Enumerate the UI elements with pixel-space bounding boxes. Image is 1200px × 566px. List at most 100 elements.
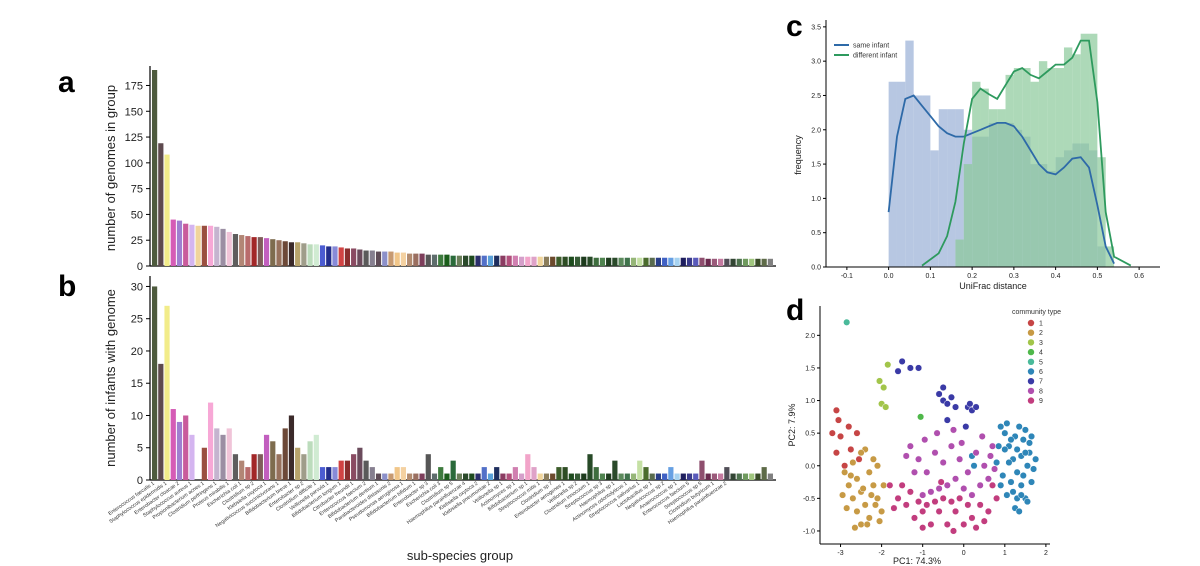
panel-a-bar xyxy=(550,256,556,266)
panel-a-bar xyxy=(649,257,655,266)
panel-a-bar xyxy=(674,257,680,266)
panel-c-hist-bar xyxy=(1097,157,1106,267)
panel-d-point-type-6 xyxy=(1013,445,1021,454)
panel-d-point-type-6 xyxy=(1025,439,1034,447)
panel-a-bar xyxy=(543,256,550,266)
panel-a-bar xyxy=(425,254,431,266)
panel-b-bar xyxy=(282,428,288,480)
panel-b-bar xyxy=(531,467,537,480)
legend-label-type-1: 1 xyxy=(1039,321,1043,328)
panel-d-point-type-9 xyxy=(915,498,923,506)
panel-c-hist-bar xyxy=(980,88,989,267)
panel-d-point-type-6 xyxy=(1027,478,1036,486)
panel-d-point-type-6 xyxy=(1001,445,1009,454)
panel-d-point-type-9 xyxy=(984,507,992,515)
panel-b-bar xyxy=(338,460,344,480)
panel-d-point-type-2 xyxy=(876,517,884,525)
panel-b-bar xyxy=(183,415,189,480)
panel-b-bar xyxy=(556,467,562,480)
panel-a-bar xyxy=(369,250,375,266)
panel-d-point-type-2 xyxy=(839,491,847,499)
legend-swatch-type-8 xyxy=(1027,387,1035,395)
panel-d-point-type-2 xyxy=(880,481,888,489)
panel-c: c frequency -0.1 0.0 0.1 0.2 0.3 0.4 0.5 0.6 0.0… xyxy=(786,10,1160,291)
panel-b-bar xyxy=(686,473,693,480)
panel-d-point-type-1 xyxy=(832,406,840,414)
panel-c-hist-bar xyxy=(988,109,998,267)
panel-b-bar xyxy=(705,473,711,480)
panel-c-hist-bar xyxy=(1022,68,1031,268)
panel-c-y-tick-label: 1.5 xyxy=(811,162,821,169)
panel-d-point-type-8 xyxy=(976,481,984,489)
panel-a-bar xyxy=(749,258,755,266)
panel-b-bar xyxy=(214,428,220,480)
panel-b-bar xyxy=(425,454,431,480)
panel-d-point-type-9 xyxy=(919,507,927,515)
legend-label-type-9: 9 xyxy=(1039,398,1043,405)
panel-d-point-type-5 xyxy=(843,318,851,326)
panel-c-hist-bar xyxy=(997,109,1006,267)
legend-swatch-type-5 xyxy=(1027,358,1035,365)
panel-d-point-type-2 xyxy=(871,501,879,509)
panel-d-point-type-9 xyxy=(988,481,997,489)
panel-a-bar xyxy=(481,255,487,266)
panel-d-point-type-6 xyxy=(1007,478,1015,486)
panel-b-bar xyxy=(581,473,587,480)
panel-a-bar xyxy=(257,237,263,266)
panel-d-point-type-2 xyxy=(865,514,873,522)
panel-d-point-type-9 xyxy=(931,498,939,506)
legend-label-type-7: 7 xyxy=(1039,379,1043,386)
panel-b-bar xyxy=(724,467,730,480)
panel-a-bar xyxy=(319,245,326,266)
panel-a-bar xyxy=(158,143,164,266)
panel-d-point-type-8 xyxy=(935,485,943,493)
panel-d-point-type-8 xyxy=(902,452,910,460)
panel-a-letter: a xyxy=(58,66,75,99)
panel-d-point-type-6 xyxy=(1021,449,1029,457)
panel-b-bar xyxy=(649,473,655,480)
panel-a-bar xyxy=(220,228,226,266)
panel-d-point-type-7 xyxy=(943,400,951,408)
panel-d-point-type-2 xyxy=(849,458,857,467)
panel-b-bar xyxy=(699,460,705,480)
panel-b-y-tick-label: 20 xyxy=(131,346,143,358)
panel-d-point-type-8 xyxy=(988,442,997,450)
panel-a-bar xyxy=(214,226,220,266)
panel-d-y-tick-label: 0.5 xyxy=(805,431,815,438)
panel-c-hist-bar xyxy=(905,40,914,268)
panel-d-point-type-2 xyxy=(865,468,873,476)
panel-d-point-type-8 xyxy=(986,452,994,460)
panel-d-point-type-8 xyxy=(964,468,972,476)
panel-b-y-ticks: 0 5 10 15 20 25 30 xyxy=(131,281,150,487)
panel-b-bar xyxy=(313,434,319,480)
panel-d-x-tick-label: 0 xyxy=(962,550,966,557)
panel-c-plot-area xyxy=(887,33,1132,268)
panel-a-bar xyxy=(394,252,400,266)
legend-swatch-type-2 xyxy=(1027,329,1035,336)
legend-swatch-type-6 xyxy=(1027,368,1035,375)
panel-d-point-type-8 xyxy=(943,481,951,489)
panel-d-point-type-9 xyxy=(935,507,943,515)
panel-a-bar xyxy=(699,257,705,266)
panel-c-y-tick-label: 0.0 xyxy=(811,265,821,272)
panel-a-bar xyxy=(183,223,189,266)
panel-b-bar xyxy=(512,467,518,480)
panel-c-hist-bar xyxy=(1047,68,1056,268)
panel-c-ticks: -0.1 0.0 0.1 0.2 0.3 0.4 0.5 0.6 0.0 0.5 1.0 1.5 2.0… xyxy=(811,24,1144,280)
panel-d-point-type-6 xyxy=(1005,458,1013,467)
panel-a-bar xyxy=(637,257,643,266)
panel-b-bar xyxy=(674,473,680,480)
panel-b-bar xyxy=(606,473,612,480)
legend-label-different-infant: different infant xyxy=(853,53,897,60)
panel-d-point-type-9 xyxy=(886,481,894,489)
panel-c-kde-line xyxy=(921,39,1132,267)
panel-c-x-tick-label: 0.2 xyxy=(967,273,977,280)
panel-a-bar xyxy=(767,258,773,266)
panel-b-bar xyxy=(487,473,494,480)
panel-a-bar xyxy=(537,256,543,266)
panel-b-bar xyxy=(599,473,606,480)
panel-c-hist-bar xyxy=(930,150,939,267)
panel-c-legend: same infant different infant xyxy=(834,43,897,60)
panel-a-bar xyxy=(494,255,500,266)
